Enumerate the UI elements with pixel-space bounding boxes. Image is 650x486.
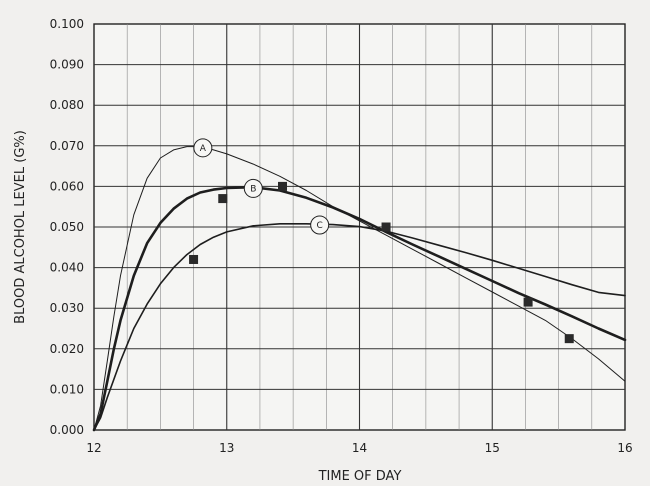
y-tick-label: 0.010 [50, 382, 84, 396]
y-axis-title: BLOOD ALCOHOL LEVEL (G%) [13, 130, 28, 324]
grid-lines [94, 24, 625, 430]
curve-label-circle-a [193, 138, 213, 158]
data-point [218, 194, 228, 204]
measured-points [189, 181, 574, 344]
series-line-a [93, 146, 626, 431]
curve-label-c: C [317, 221, 323, 231]
data-point [189, 254, 199, 264]
curve-labels: A B C [193, 138, 330, 235]
y-tick-label: 0.070 [50, 139, 84, 153]
curve-label-circle-c [310, 215, 330, 235]
y-tick-label: 0.100 [50, 17, 84, 31]
y-tick-label: 0.000 [50, 423, 84, 437]
curve-label-circle-b [243, 178, 263, 198]
y-tick-label: 0.050 [50, 220, 84, 234]
y-tick-label: 0.080 [50, 98, 84, 112]
y-tick-labels: 0.000 0.010 0.020 0.030 0.040 0.050 0.060 0.070… [50, 17, 84, 437]
y-tick-label: 0.020 [50, 342, 84, 356]
x-tick-label: 12 [86, 441, 101, 455]
x-tick-label: 13 [219, 441, 234, 455]
y-tick-label: 0.090 [50, 58, 84, 72]
data-point [381, 222, 391, 232]
data-point [523, 297, 533, 307]
x-tick-label: 15 [485, 441, 500, 455]
x-tick-labels: 12 13 14 15 16 [86, 441, 632, 455]
y-tick-label: 0.030 [50, 301, 84, 315]
x-tick-label: 16 [617, 441, 632, 455]
curve-label-a: A [200, 144, 207, 154]
curves [92, 146, 627, 432]
data-point [564, 334, 574, 344]
x-tick-label: 14 [352, 441, 367, 455]
y-tick-label: 0.060 [50, 179, 84, 193]
data-point [278, 181, 288, 191]
series-line-c [93, 223, 626, 431]
curve-label-b: B [250, 185, 256, 195]
series-line-b [92, 185, 627, 432]
y-tick-label: 0.040 [50, 261, 84, 275]
x-axis-title: TIME OF DAY [318, 469, 402, 484]
